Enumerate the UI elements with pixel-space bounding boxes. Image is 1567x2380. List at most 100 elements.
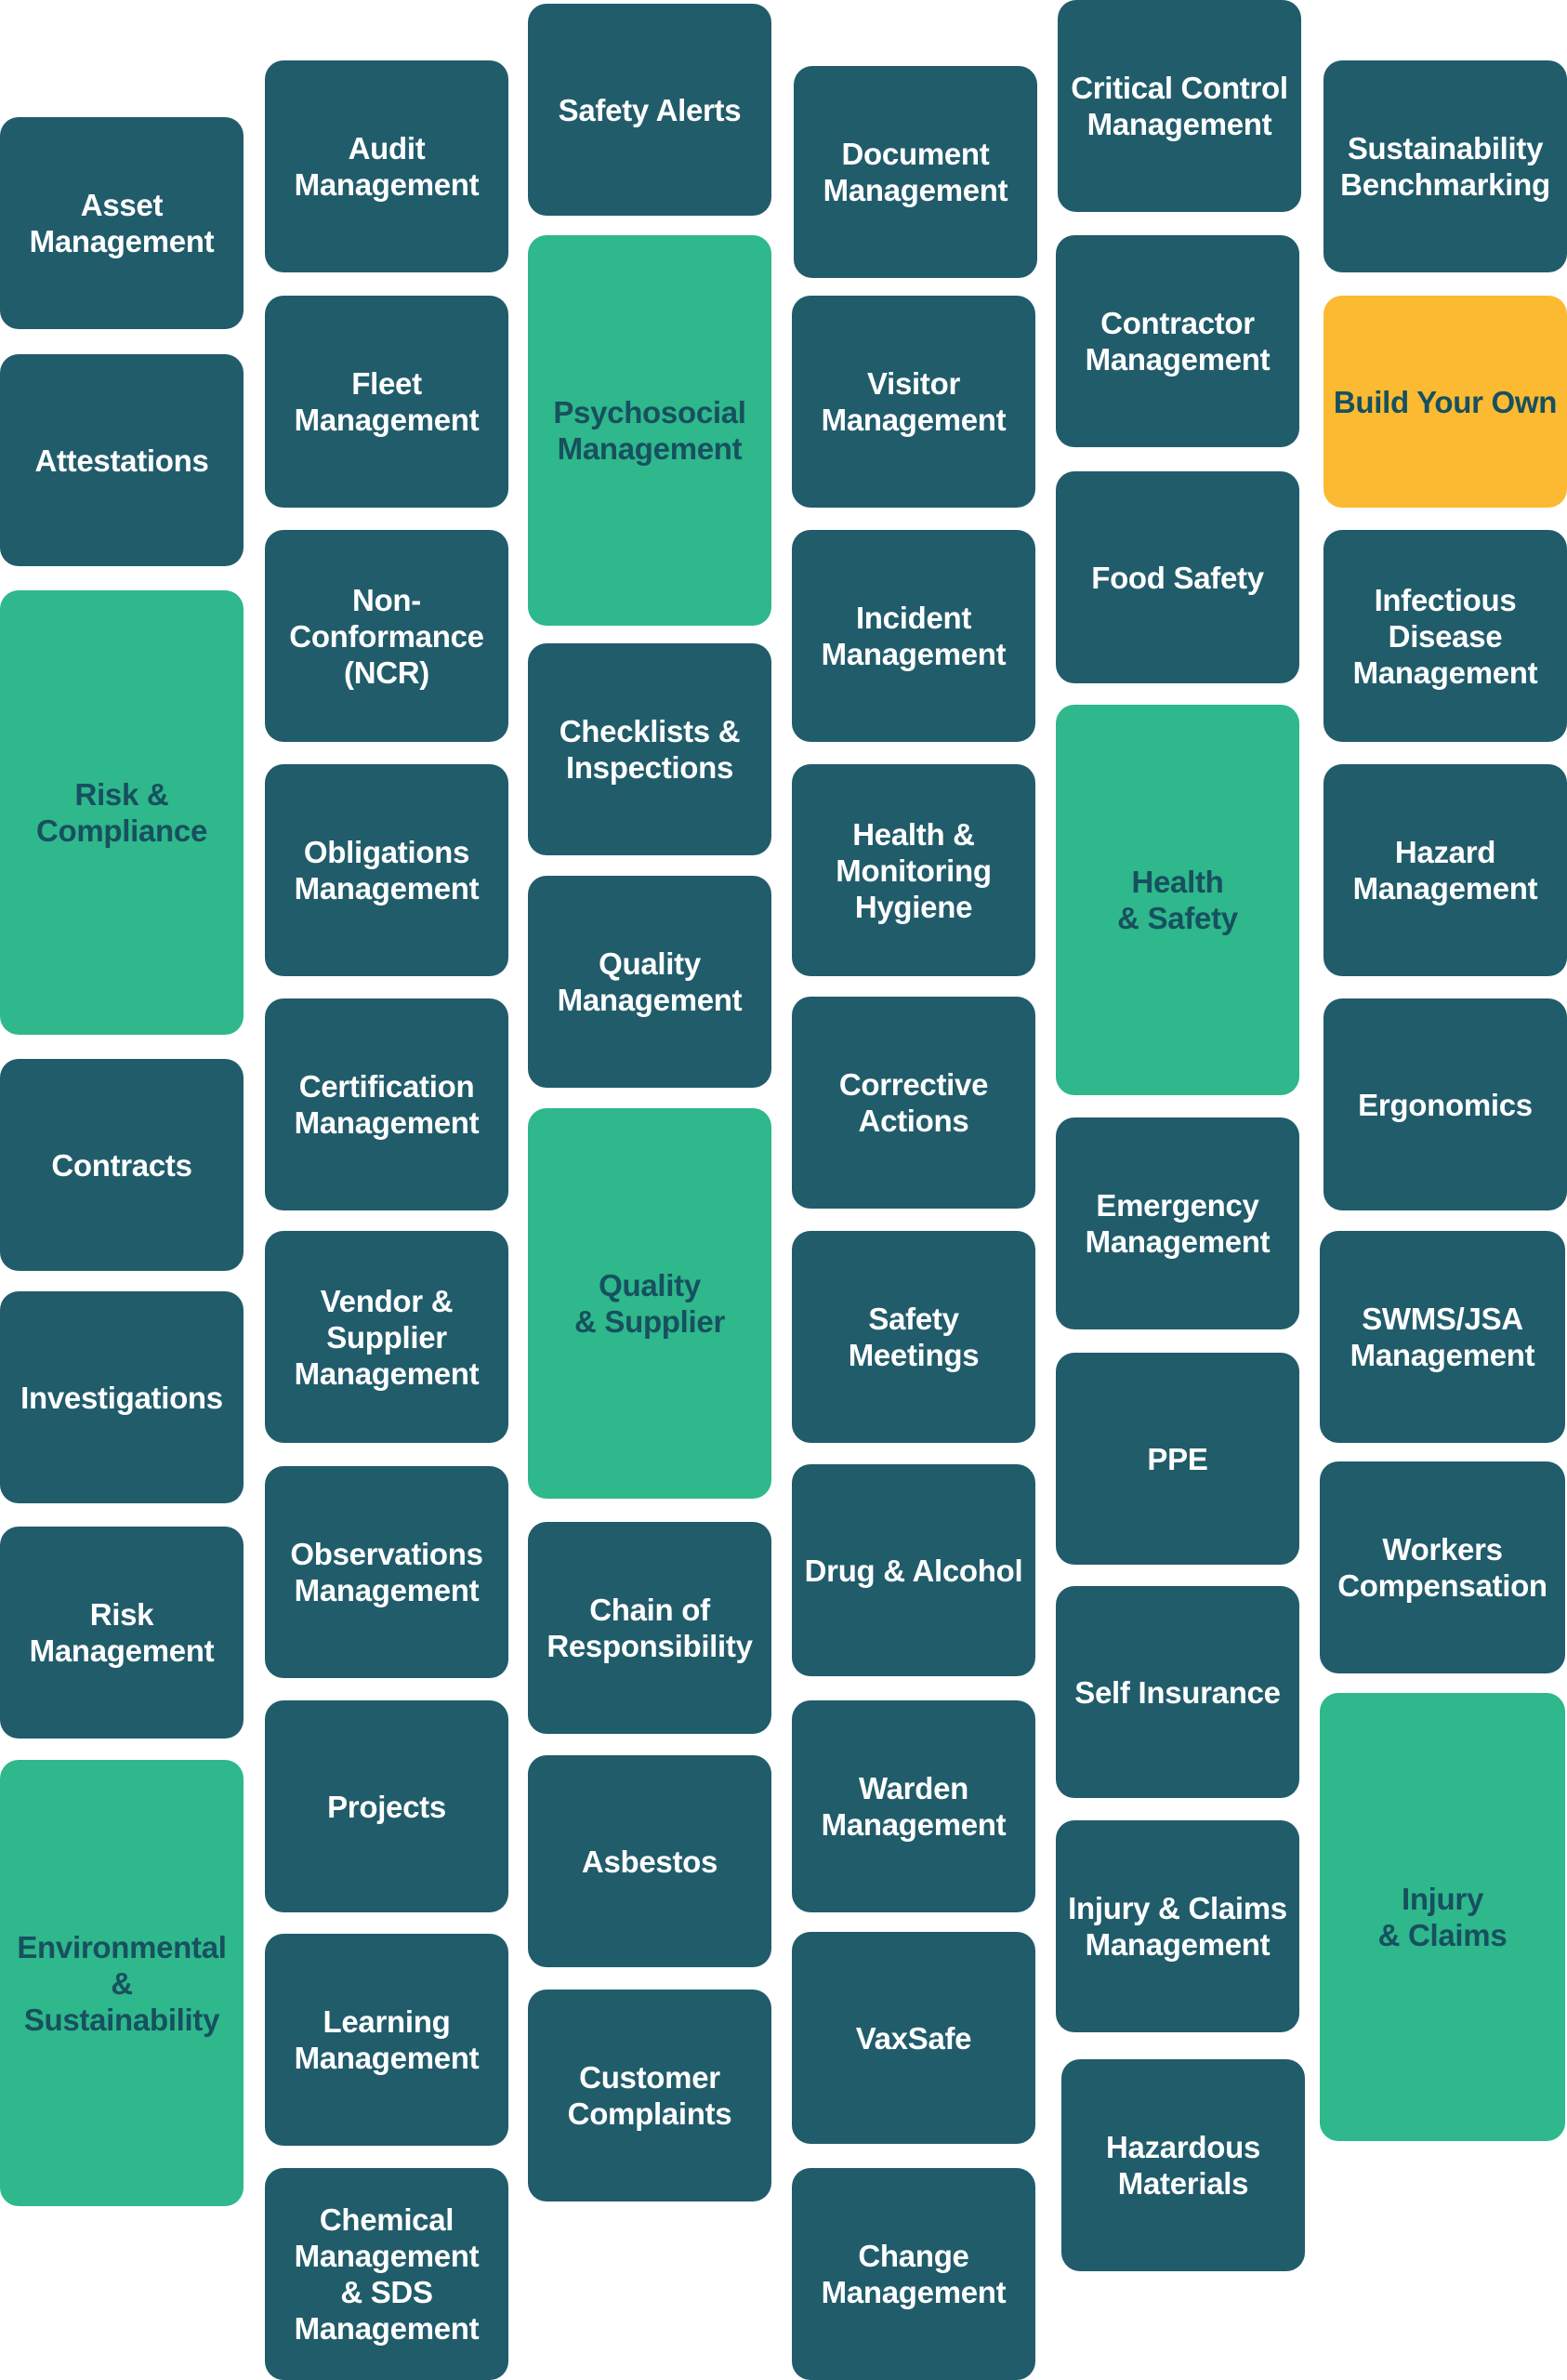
tile-asbestos[interactable]: Asbestos [528, 1755, 771, 1967]
tile-workers-compensation[interactable]: Workers Compensation [1320, 1461, 1565, 1673]
tile-injury-claims-management[interactable]: Injury & Claims Management [1056, 1820, 1299, 2032]
tile-risk-management[interactable]: Risk Management [0, 1527, 244, 1739]
tile-swms-jsa-management[interactable]: SWMS/JSA Management [1320, 1231, 1565, 1443]
tile-label: Workers Compensation [1337, 1532, 1547, 1603]
tile-label: Risk Management [29, 1597, 215, 1668]
category-quality-supplier[interactable]: Quality & Supplier [528, 1108, 771, 1499]
category-health-safety[interactable]: Health & Safety [1056, 705, 1299, 1095]
tile-label: Psychosocial Management [553, 395, 746, 466]
tile-label: Chemical Management & SDS Management [294, 2202, 480, 2346]
tile-chain-of-responsibility[interactable]: Chain of Responsibility [528, 1522, 771, 1734]
tile-label: Safety Meetings [848, 1302, 980, 1372]
tile-label: Build Your Own [1333, 384, 1558, 419]
tile-health-monitoring-hygiene[interactable]: Health & Monitoring Hygiene [792, 764, 1035, 976]
tile-food-safety[interactable]: Food Safety [1056, 471, 1299, 683]
tile-label: Health & Monitoring Hygiene [836, 816, 992, 924]
tile-label: Safety Alerts [558, 92, 742, 127]
tile-safety-meetings[interactable]: Safety Meetings [792, 1231, 1035, 1443]
tile-emergency-management[interactable]: Emergency Management [1056, 1117, 1299, 1329]
tile-label: Learning Management [294, 2004, 480, 2075]
tile-obligations-management[interactable]: Obligations Management [265, 764, 508, 976]
tile-non-conformance[interactable]: Non- Conformance (NCR) [265, 530, 508, 742]
tile-asset-management[interactable]: Asset Management [0, 117, 244, 329]
tile-label: Fleet Management [294, 366, 480, 437]
tile-label: PPE [1147, 1441, 1208, 1476]
tile-self-insurance[interactable]: Self Insurance [1056, 1586, 1299, 1798]
tile-label: Hazardous Materials [1105, 2130, 1260, 2201]
tile-fleet-management[interactable]: Fleet Management [265, 296, 508, 508]
tile-audit-management[interactable]: Audit Management [265, 60, 508, 272]
tile-label: Hazard Management [1352, 835, 1538, 906]
tile-contracts[interactable]: Contracts [0, 1059, 244, 1271]
tile-learning-management[interactable]: Learning Management [265, 1934, 508, 2146]
tile-observations-management[interactable]: Observations Management [265, 1466, 508, 1678]
tile-label: Sustainability Benchmarking [1340, 131, 1550, 202]
tile-investigations[interactable]: Investigations [0, 1291, 244, 1503]
tile-label: Quality & Supplier [573, 1268, 726, 1339]
tile-label: Quality Management [557, 946, 743, 1017]
tile-infectious-disease-management[interactable]: Infectious Disease Management [1323, 530, 1567, 742]
tile-contractor-management[interactable]: Contractor Management [1056, 235, 1299, 447]
category-injury-claims[interactable]: Injury & Claims [1320, 1693, 1565, 2141]
tile-label: Contractor Management [1085, 306, 1271, 377]
tile-label: Emergency Management [1085, 1188, 1271, 1259]
tile-incident-management[interactable]: Incident Management [792, 530, 1035, 742]
tile-label: Asbestos [581, 1844, 718, 1879]
tile-hazardous-materials[interactable]: Hazardous Materials [1061, 2059, 1305, 2271]
tile-label: Warden Management [821, 1771, 1007, 1842]
tile-hazard-management[interactable]: Hazard Management [1323, 764, 1567, 976]
tile-label: Risk & Compliance [35, 777, 208, 848]
tile-label: Certification Management [294, 1069, 480, 1140]
tile-label: Audit Management [294, 131, 480, 202]
tile-warden-management[interactable]: Warden Management [792, 1700, 1035, 1912]
tile-attestations[interactable]: Attestations [0, 354, 244, 566]
tile-certification-management[interactable]: Certification Management [265, 998, 508, 1210]
tile-label: Projects [327, 1789, 446, 1824]
tile-chemical-sds-management[interactable]: Chemical Management & SDS Management [265, 2168, 508, 2380]
tile-label: Chain of Responsibility [546, 1593, 753, 1663]
tile-label: Contracts [51, 1147, 192, 1183]
tile-sustainability-benchmarking[interactable]: Sustainability Benchmarking [1323, 60, 1567, 272]
tile-quality-management[interactable]: Quality Management [528, 876, 771, 1088]
tile-label: Incident Management [821, 601, 1007, 671]
tile-ergonomics[interactable]: Ergonomics [1323, 998, 1567, 1210]
tile-label: Customer Complaints [567, 2060, 732, 2131]
tile-label: Injury & Claims [1377, 1882, 1508, 1952]
tile-label: Visitor Management [821, 366, 1007, 437]
tile-label: Food Safety [1091, 560, 1264, 595]
tile-label: Change Management [821, 2239, 1007, 2309]
tile-label: Attestations [34, 443, 209, 478]
tile-projects[interactable]: Projects [265, 1700, 508, 1912]
tile-safety-alerts[interactable]: Safety Alerts [528, 4, 771, 216]
tile-change-management[interactable]: Change Management [792, 2168, 1035, 2380]
tile-document-management[interactable]: Document Management [794, 66, 1037, 278]
tile-label: Corrective Actions [838, 1067, 989, 1138]
tile-build-your-own[interactable]: Build Your Own [1323, 296, 1567, 508]
category-risk-compliance[interactable]: Risk & Compliance [0, 590, 244, 1035]
tile-label: Asset Management [29, 188, 215, 258]
category-environmental-sustainability[interactable]: Environmental & Sustainability [0, 1760, 244, 2206]
tile-label: Infectious Disease Management [1352, 582, 1538, 690]
tile-label: Injury & Claims Management [1068, 1891, 1287, 1962]
tile-vaxsafe[interactable]: VaxSafe [792, 1932, 1035, 2144]
tile-critical-control-management[interactable]: Critical Control Management [1058, 0, 1301, 212]
tile-customer-complaints[interactable]: Customer Complaints [528, 1990, 771, 2202]
tile-label: Obligations Management [294, 835, 480, 906]
tile-corrective-actions[interactable]: Corrective Actions [792, 997, 1035, 1209]
tile-drug-alcohol[interactable]: Drug & Alcohol [792, 1464, 1035, 1676]
tile-label: Document Management [823, 137, 1008, 207]
tile-vendor-supplier-management[interactable]: Vendor & Supplier Management [265, 1231, 508, 1443]
tile-label: Observations Management [290, 1537, 483, 1607]
tile-label: Vendor & Supplier Management [294, 1283, 480, 1391]
tile-label: Critical Control Management [1071, 71, 1288, 141]
category-psychosocial-management[interactable]: Psychosocial Management [528, 235, 771, 626]
tile-label: SWMS/JSA Management [1350, 1302, 1535, 1372]
tile-label: Investigations [20, 1380, 223, 1415]
tile-label: VaxSafe [855, 2020, 972, 2056]
tile-label: Self Insurance [1074, 1674, 1281, 1710]
tile-visitor-management[interactable]: Visitor Management [792, 296, 1035, 508]
tile-ppe[interactable]: PPE [1056, 1353, 1299, 1565]
tile-label: Environmental & Sustainability [17, 1929, 227, 2037]
tile-checklists-inspections[interactable]: Checklists & Inspections [528, 643, 771, 855]
